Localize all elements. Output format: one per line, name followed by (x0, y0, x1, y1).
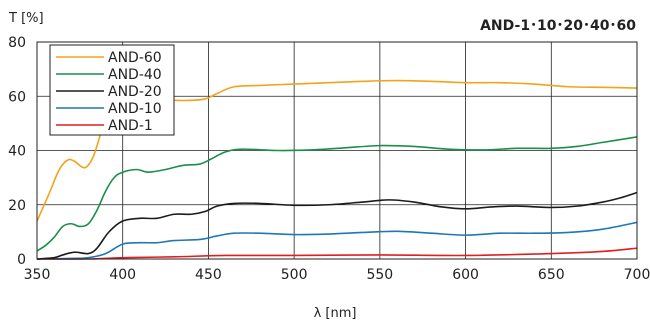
x-tick-label: 550 (366, 267, 393, 283)
x-tick-label: 650 (538, 267, 565, 283)
chart-title: AND-1･10･20･40･60 (480, 18, 636, 34)
series-line-and-10 (36, 221, 638, 260)
y-tick-label: 80 (8, 35, 26, 51)
tick-labels: 350 400 450 500 550 600 650 700 0 20 40 60 80 (8, 35, 650, 283)
x-tick-label: 700 (624, 267, 650, 283)
legend-label-and-40: AND-40 (108, 67, 162, 83)
y-tick-label: 0 (17, 252, 26, 268)
legend-box (49, 44, 175, 136)
y-axis-label: T [%] (8, 11, 44, 26)
legend-label-and-1: AND-1 (108, 118, 153, 134)
legend-label-and-60: AND-60 (108, 50, 162, 66)
x-tick-label: 350 (24, 267, 51, 283)
x-tick-label: 600 (452, 267, 479, 283)
legend-label-and-20: AND-20 (108, 84, 162, 100)
y-tick-label: 40 (8, 144, 26, 160)
series-lines (36, 79, 638, 260)
series-line-and-1 (36, 247, 638, 260)
x-tick-label: 450 (195, 267, 222, 283)
x-tick-label: 400 (109, 267, 136, 283)
legend-label-and-10: AND-10 (108, 101, 162, 117)
series-line-and-20 (36, 191, 638, 260)
plot-frame (36, 41, 638, 260)
x-tick-label: 500 (281, 267, 308, 283)
y-tick-label: 20 (8, 198, 26, 214)
y-tick-label: 60 (8, 89, 26, 105)
series-line-and-40 (36, 136, 638, 252)
x-axis-label: λ [nm] (314, 306, 357, 321)
series-line-and-60 (36, 79, 638, 222)
